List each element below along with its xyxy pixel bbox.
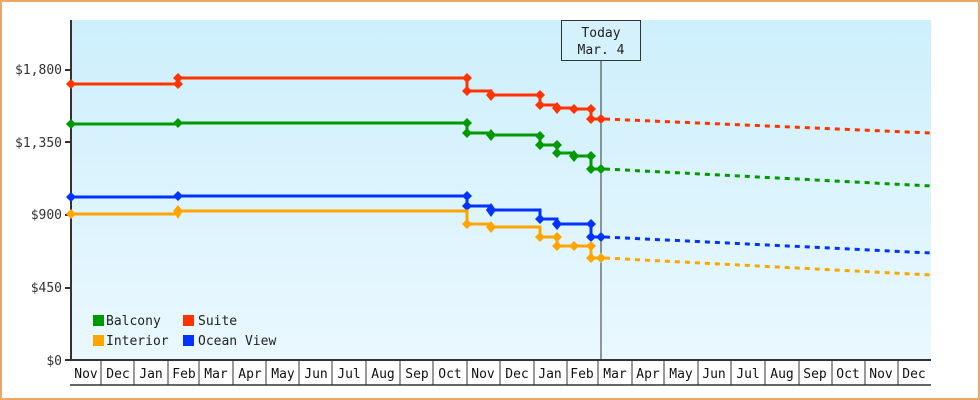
today-date: Mar. 4 [578,43,625,58]
month-label: Jul [337,367,360,382]
month-label: Jun [304,367,327,382]
month-label: Sep [405,367,429,382]
y-tick-label: $1,800 [15,63,62,78]
month-label: Feb [172,367,196,382]
series-suite [66,73,932,135]
month-label: Jun [702,367,725,382]
month-label: Jan [139,367,162,382]
month-label: Jul [736,367,759,382]
month-label: May [271,367,295,382]
y-tick-label: $450 [31,281,62,296]
month-label: Jan [538,367,561,382]
legend-item-ocean-view[interactable]: Ocean View [183,334,276,349]
plot-area [71,20,931,360]
legend-item-balcony[interactable]: Balcony [93,314,161,329]
today-label: Today [581,26,620,41]
legend: Balcony Suite Interior Ocean View [93,314,276,349]
y-ticks: $1,800 $1,350 $900 $450 $0 [15,63,71,369]
month-label: Dec [106,367,129,382]
series-balcony [66,118,932,188]
month-label: Oct [438,367,461,382]
y-tick-label: $1,350 [15,136,62,151]
legend-label: Interior [106,334,169,349]
y-tick-label: $0 [46,354,62,369]
legend-item-suite[interactable]: Suite [183,314,237,329]
x-month-labels: Nov Dec Jan Feb Mar Apr May Jun Jul Aug … [74,367,925,382]
month-label: Aug [770,367,793,382]
month-label: Mar [204,367,228,382]
legend-swatch [93,315,104,326]
series-ocean-view [66,191,932,255]
month-label: Nov [74,367,98,382]
legend-label: Ocean View [198,334,276,349]
month-label: Sep [803,367,827,382]
legend-swatch [183,315,194,326]
y-tick-label: $900 [31,208,62,223]
month-label: Feb [570,367,594,382]
legend-label: Suite [198,314,237,329]
month-label: Aug [371,367,394,382]
x-month-dividers [100,360,899,385]
month-label: Mar [603,367,627,382]
legend-swatch [93,335,104,346]
legend-label: Balcony [106,314,161,329]
legend-item-interior[interactable]: Interior [93,334,169,349]
month-label: Oct [836,367,859,382]
month-label: Nov [471,367,495,382]
month-label: Apr [238,367,262,382]
month-label: Apr [636,367,660,382]
series-interior [66,205,932,277]
month-label: Dec [902,367,925,382]
legend-swatch [183,335,194,346]
today-annotation: Today Mar. 4 [561,20,641,61]
month-label: May [669,367,693,382]
month-label: Dec [505,367,528,382]
month-label: Nov [869,367,893,382]
